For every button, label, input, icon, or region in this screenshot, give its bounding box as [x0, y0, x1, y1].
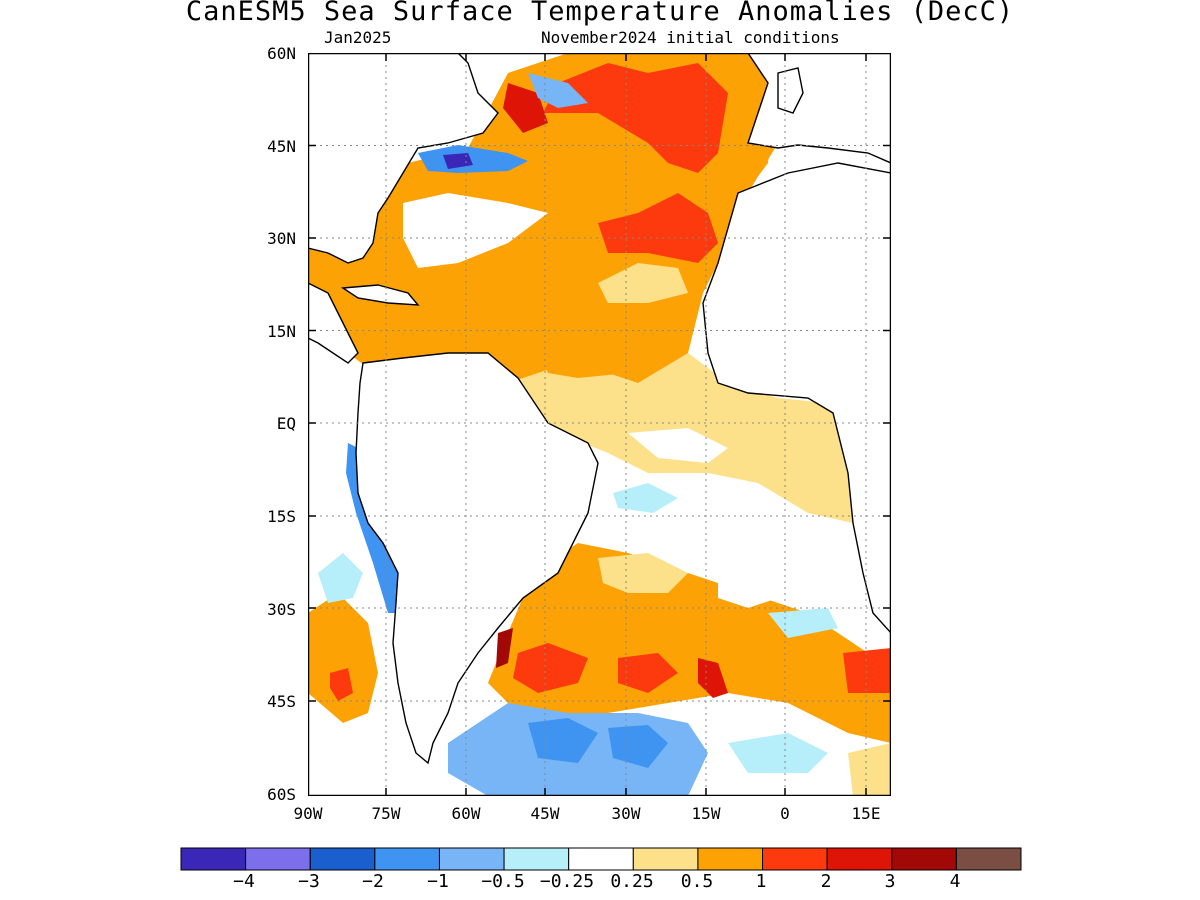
- anomaly-region: [528, 718, 598, 763]
- lat-label-30n: 30N: [267, 229, 296, 248]
- cuba-landmass: [340, 284, 420, 306]
- anomaly-region: [418, 145, 528, 173]
- anomaly-region: [496, 628, 513, 668]
- colorbar-swatch: [568, 847, 634, 871]
- lon-label-30w: 30W: [611, 804, 641, 823]
- colorbar-swatch: [762, 847, 828, 871]
- lon-label-75w: 75W: [371, 804, 401, 823]
- anomaly-region: [618, 653, 678, 693]
- colorbar-label: 2: [820, 871, 832, 892]
- grid-lines: [308, 53, 891, 796]
- lat-label-60s: 60S: [267, 785, 296, 804]
- colorbar-label: −1: [427, 871, 449, 892]
- anomaly-region: [403, 193, 548, 268]
- colorbar-swatch: [309, 847, 376, 871]
- anomaly-region: [598, 553, 688, 593]
- anomaly-region: [843, 648, 891, 693]
- colorbar: [180, 847, 1022, 871]
- sst-anomaly-map: [308, 53, 891, 796]
- colorbar-label: 0.25: [610, 871, 654, 892]
- anomaly-region: [513, 643, 588, 693]
- anomaly-region: [728, 733, 828, 773]
- anomaly-region: [308, 593, 378, 723]
- lat-label-30s: 30S: [267, 600, 296, 619]
- map-frame: [308, 53, 891, 796]
- colorbar-swatch: [697, 847, 764, 871]
- lon-label-0: 0: [780, 804, 790, 823]
- map-title: CanESM5 Sea Surface Temperature Anomalie…: [185, 0, 1015, 27]
- lat-label-45n: 45N: [267, 137, 296, 156]
- anomaly-region: [598, 193, 718, 263]
- colorbar-label: −2: [362, 871, 384, 892]
- colorbar-swatch: [891, 847, 957, 871]
- colorbar-label: 1: [755, 871, 767, 892]
- colorbar-swatch: [438, 847, 505, 871]
- anomaly-region: [718, 578, 778, 608]
- great-britain-landmass: [777, 67, 804, 114]
- lat-label-60n: 60N: [267, 44, 296, 63]
- anomaly-region: [608, 725, 668, 768]
- anomaly-region: [330, 668, 353, 701]
- forecast-month: Jan2025: [324, 28, 392, 47]
- anomaly-region: [318, 553, 363, 603]
- colorbar-swatch: [632, 847, 699, 871]
- anomaly-region: [503, 83, 548, 133]
- central-america-landmass: [308, 282, 359, 364]
- colorbar-swatch: [826, 847, 893, 871]
- colorbar-swatch: [180, 847, 247, 871]
- europe-landmass: [747, 53, 891, 164]
- colorbar-label: −0.25: [539, 871, 595, 892]
- north-america-landmass: [308, 53, 499, 264]
- lon-label-45w: 45W: [530, 804, 560, 823]
- lon-label-15w: 15W: [691, 804, 721, 823]
- anomaly-region: [538, 343, 638, 378]
- lon-label-90w: 90W: [293, 804, 323, 823]
- colorbar-label: −0.5: [481, 871, 525, 892]
- lon-label-60w: 60W: [451, 804, 481, 823]
- colorbar-label: −4: [233, 871, 255, 892]
- anomaly-region: [698, 658, 728, 698]
- colorbar-label: 0.5: [680, 871, 714, 892]
- anomaly-region: [528, 73, 588, 108]
- colorbar-label: 3: [884, 871, 896, 892]
- colorbar-swatch: [245, 847, 311, 871]
- lon-label-15e: 15E: [851, 804, 881, 823]
- anomaly-region: [628, 428, 728, 463]
- anomaly-region: [848, 743, 891, 796]
- colorbar-swatch: [374, 847, 440, 871]
- anomaly-region: [613, 483, 678, 513]
- anomaly-region: [598, 263, 688, 303]
- colorbar-swatches: [180, 847, 1022, 871]
- lat-label-15s: 15S: [267, 507, 296, 526]
- colorbar-label: 4: [949, 871, 961, 892]
- landmasses: [308, 53, 891, 765]
- colorbar-swatch: [503, 847, 570, 871]
- lat-label-eq: EQ: [276, 414, 296, 433]
- axis-ticks: [308, 53, 891, 796]
- lat-label-45s: 45S: [267, 692, 296, 711]
- initial-conditions-label: November2024 initial conditions: [541, 28, 840, 47]
- colorbar-label: −3: [298, 871, 320, 892]
- colorbar-swatch: [955, 847, 1022, 871]
- lat-label-15n: 15N: [267, 322, 296, 341]
- anomaly-region: [488, 543, 891, 743]
